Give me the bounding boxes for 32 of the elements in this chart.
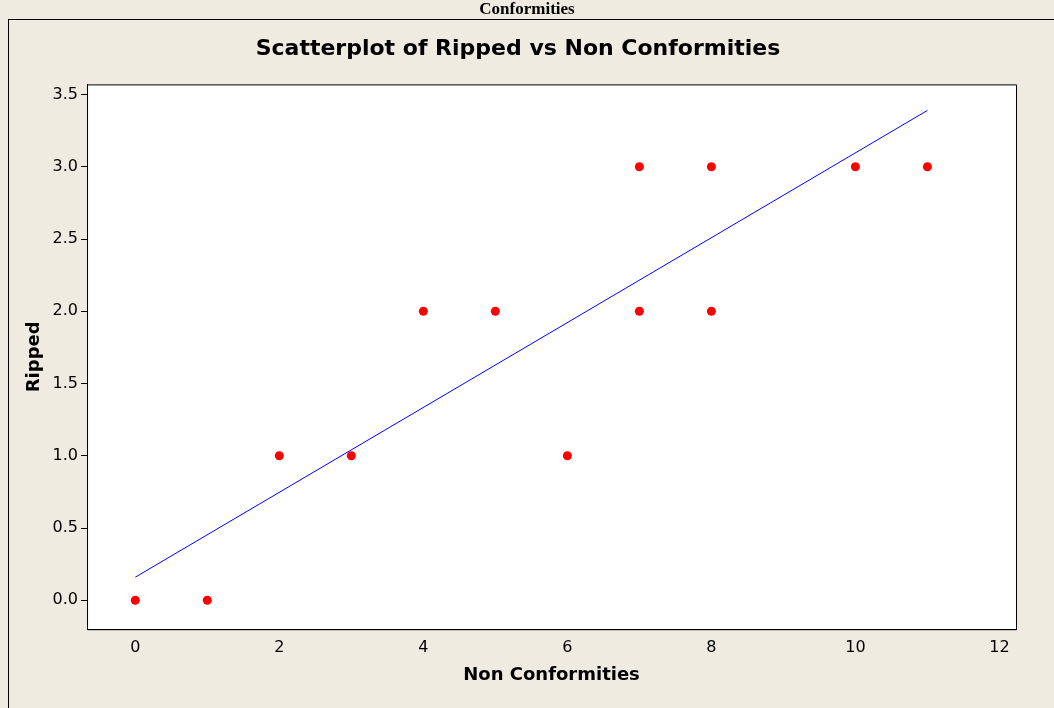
- y-tick-label: 1.5: [52, 372, 79, 392]
- point: [274, 451, 284, 461]
- x-tick-label: 12: [989, 636, 1010, 656]
- point: [562, 451, 572, 461]
- point: [922, 162, 932, 172]
- point: [130, 595, 140, 605]
- point: [634, 162, 644, 172]
- point: [490, 306, 500, 316]
- x-tick-label: 2: [274, 636, 285, 656]
- y-tick-label: 2.5: [52, 228, 79, 248]
- x-tick-label: 10: [845, 636, 866, 656]
- x-axis-title: Non Conformities: [463, 662, 640, 684]
- y-tick-label: 2.0: [52, 300, 79, 320]
- point: [418, 306, 428, 316]
- y-tick-label: 0.0: [52, 589, 79, 609]
- point: [346, 451, 356, 461]
- x-tick-label: 6: [562, 636, 573, 656]
- point: [706, 162, 716, 172]
- x-tick-label: 4: [418, 636, 429, 656]
- x-tick-label: 0: [130, 636, 141, 656]
- y-tick-label: 0.5: [52, 517, 79, 537]
- point: [634, 306, 644, 316]
- y-tick-label: 3.5: [52, 83, 79, 103]
- y-axis-title: Ripped: [22, 321, 44, 393]
- point: [706, 306, 716, 316]
- point: [202, 595, 212, 605]
- x-tick-label: 8: [706, 636, 717, 656]
- chart-title: Scatterplot of Ripped vs Non Conformities: [255, 34, 781, 60]
- y-tick-label: 1.0: [52, 444, 79, 464]
- point: [850, 162, 860, 172]
- y-tick-label: 3.0: [52, 155, 79, 175]
- text: Conformities: [479, 0, 576, 18]
